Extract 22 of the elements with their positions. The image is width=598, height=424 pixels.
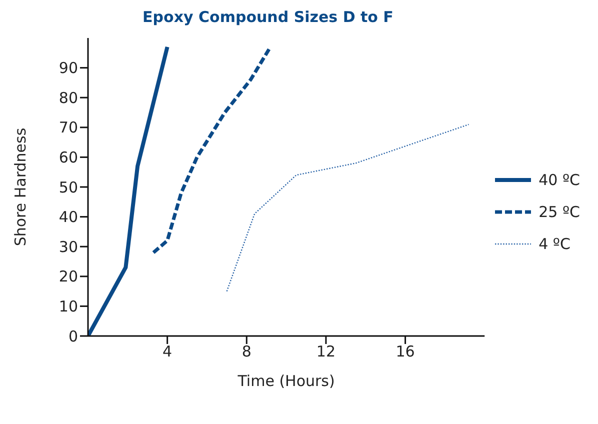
- x-axis-title: Time (Hours): [236, 372, 335, 390]
- line-series: [226, 124, 470, 292]
- legend-label: 25 ºC: [538, 203, 580, 221]
- x-tick-label: 16: [396, 342, 415, 361]
- x-tick-label: 4: [162, 342, 172, 361]
- legend-label: 4 ºC: [538, 235, 570, 253]
- y-tick-label: 10: [58, 298, 78, 316]
- y-tick-label: 80: [58, 88, 78, 107]
- y-tick-label: 30: [58, 238, 78, 256]
- y-tick-label: 0: [68, 327, 78, 346]
- y-tick-label: 40: [58, 208, 78, 226]
- x-tick-label: 8: [242, 342, 252, 361]
- y-tick-label: 20: [58, 268, 78, 286]
- legend-label: 40 ºC: [538, 171, 580, 189]
- y-axis-title: Shore Hardness: [11, 128, 30, 246]
- y-tick-label: 50: [58, 178, 78, 196]
- x-tick-label: 12: [316, 342, 336, 361]
- y-tick-label: 90: [58, 59, 78, 78]
- line-series: [88, 44, 170, 336]
- y-tick-label: 60: [58, 148, 78, 167]
- y-tick-label: 70: [58, 118, 78, 137]
- chart-title: Epoxy Compound Sizes D to F: [142, 8, 394, 26]
